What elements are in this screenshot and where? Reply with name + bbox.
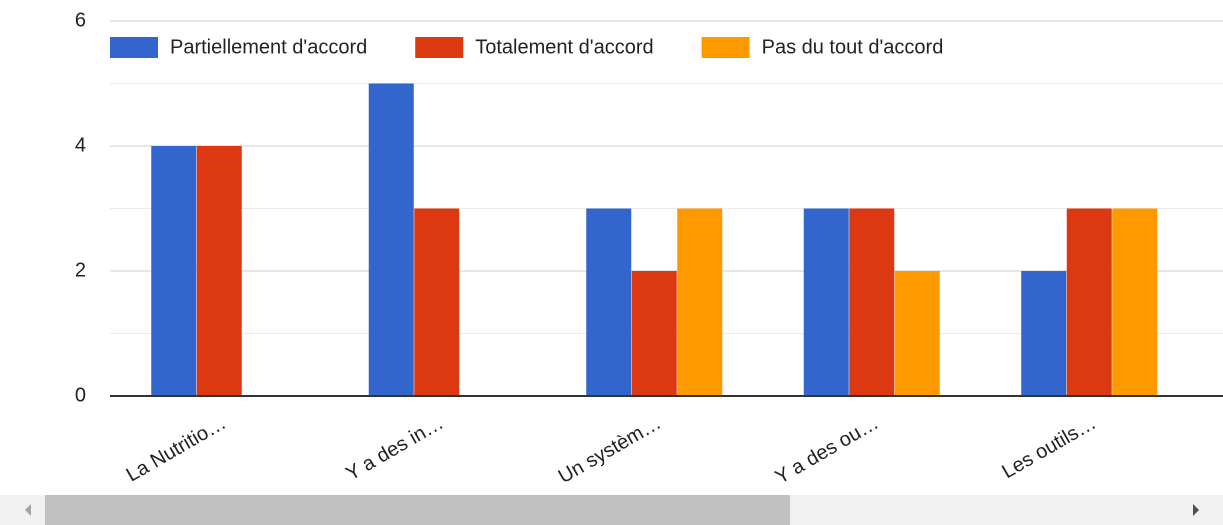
y-tick-label: 4 (75, 134, 86, 156)
legend-label: Pas du tout d'accord (762, 36, 944, 58)
x-tick-label: La Nutritio… (123, 412, 230, 487)
x-tick-label: Les outils… (998, 412, 1099, 483)
y-tick-label: 6 (75, 9, 86, 31)
bar (1021, 271, 1067, 396)
y-tick-label: 0 (75, 384, 86, 406)
legend-label: Partiellement d'accord (170, 36, 367, 58)
scroll-right-arrow[interactable] (1193, 504, 1199, 516)
bar (803, 208, 849, 396)
bar (631, 271, 677, 396)
scrollbar[interactable] (0, 495, 1223, 525)
x-tick-label: Y a des in… (342, 412, 447, 485)
legend-swatch (701, 37, 750, 58)
bar (196, 146, 242, 396)
bar (1066, 208, 1112, 396)
bar (849, 208, 895, 396)
x-tick-label: Y a des ou… (772, 412, 883, 489)
bar (894, 271, 940, 396)
bar (586, 208, 632, 396)
bar (677, 208, 723, 396)
bar (151, 146, 197, 396)
scroll-thumb[interactable] (45, 495, 790, 525)
chart: 0 2 4 6 La Nutritio… Y a des in… Un systèm… Y a… (75, 9, 1223, 489)
bar (414, 208, 460, 396)
scroll-left-arrow[interactable] (25, 504, 31, 516)
legend-swatch (110, 37, 158, 58)
legend-label: Totalement d'accord (475, 36, 653, 58)
legend-swatch (415, 37, 464, 58)
bar (368, 83, 414, 396)
x-tick-label: Un systèm… (555, 412, 665, 488)
y-tick-label: 2 (75, 259, 86, 281)
bar (1112, 208, 1158, 396)
